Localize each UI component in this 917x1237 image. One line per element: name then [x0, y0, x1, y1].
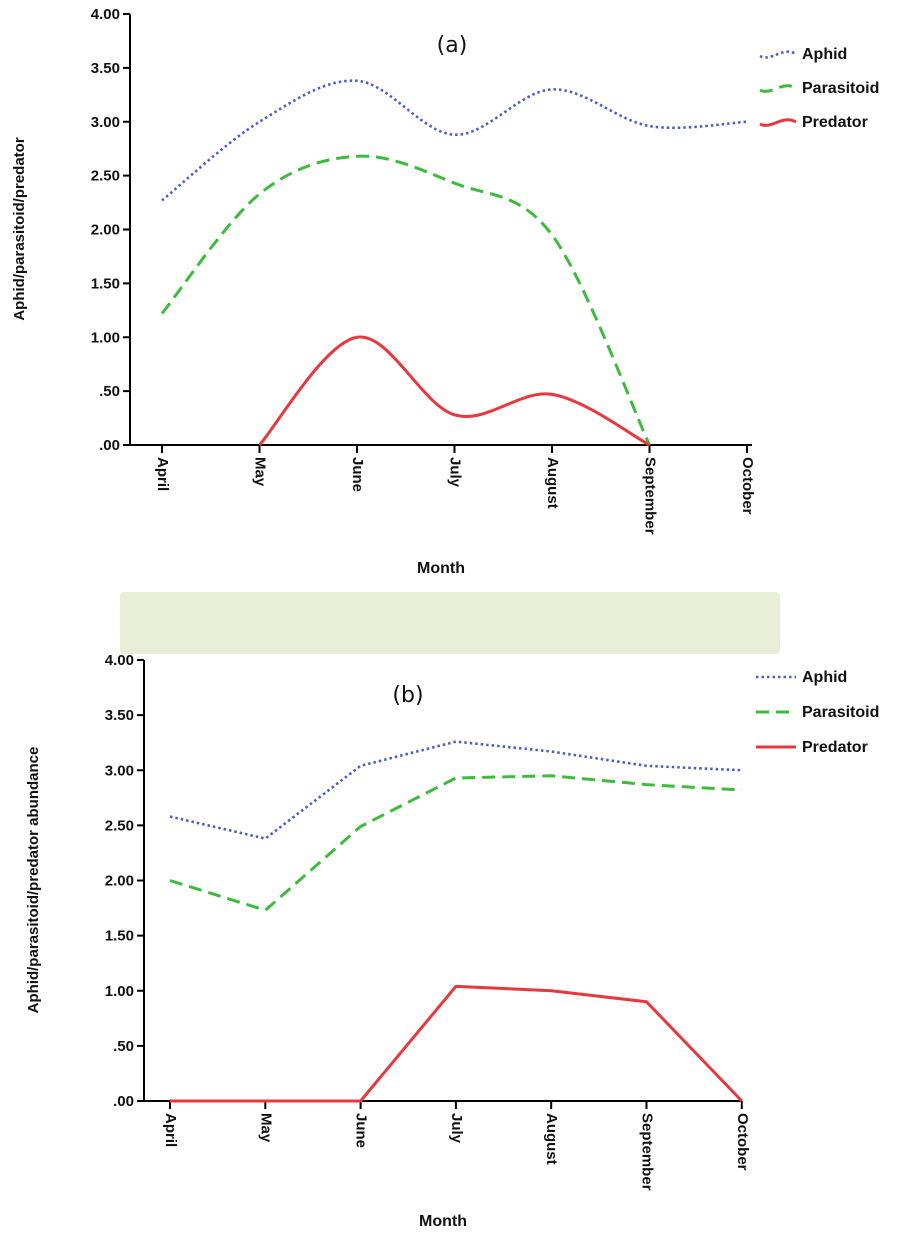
- x-tick-label: September: [642, 457, 659, 535]
- legend-label-parasitoid: Parasitoid: [802, 704, 879, 721]
- y-tick-label: .50: [113, 1038, 134, 1055]
- x-tick-label: October: [734, 1113, 751, 1171]
- x-tick-label: August: [544, 457, 561, 509]
- legend-label-aphid: Aphid: [802, 669, 847, 686]
- x-tick-label: May: [252, 457, 269, 487]
- series-line-parasitoid: [169, 774, 742, 912]
- y-tick-label: 2.50: [105, 817, 134, 834]
- x-axis-label: Month: [419, 1213, 467, 1230]
- y-tick-label: .00: [99, 437, 120, 454]
- legend-label-predator: Predator: [802, 739, 868, 756]
- x-tick-label: April: [154, 457, 171, 491]
- x-tick-label: August: [543, 1113, 560, 1165]
- y-tick-label: 2.00: [91, 222, 120, 239]
- y-tick-label: 3.00: [105, 762, 134, 779]
- x-tick-label: May: [257, 1113, 274, 1143]
- legend-swatch-predator: [759, 118, 797, 127]
- y-tick-label: 3.50: [105, 707, 134, 724]
- y-tick-label: 1.50: [91, 275, 120, 292]
- series-line-aphid: [161, 79, 748, 202]
- x-tick-label: July: [447, 457, 464, 488]
- y-tick-label: 1.00: [91, 329, 120, 346]
- y-tick-label: 1.50: [105, 928, 134, 945]
- y-tick-label: .00: [113, 1093, 134, 1110]
- x-axis-label: Month: [417, 560, 465, 577]
- x-tick-label: April: [162, 1113, 179, 1147]
- y-axis-label: Aphid/parasitoid/predator: [11, 137, 28, 321]
- y-tick-label: 1.00: [105, 983, 134, 1000]
- series-line-predator: [258, 335, 651, 447]
- y-tick-label: 2.00: [105, 873, 134, 890]
- y-tick-label: 4.00: [105, 652, 134, 669]
- panel-label: (b): [392, 683, 423, 708]
- y-axis-label: Aphid/parasitoid/predator abundance: [25, 747, 42, 1014]
- series-line-parasitoid: [160, 154, 651, 446]
- y-tick-label: 2.50: [91, 168, 120, 185]
- x-tick-label: July: [448, 1113, 465, 1144]
- series-line-aphid: [169, 740, 742, 840]
- legend-label-predator: Predator: [802, 114, 868, 131]
- chart-panel-b: .00 .50 1.00 1.50 2.00 2.50 3.00 3.50 4.00 April M…: [25, 652, 879, 1230]
- y-tick-label: 4.00: [91, 6, 120, 23]
- series-line-predator: [170, 984, 743, 1103]
- y-tick-label: .50: [99, 383, 120, 400]
- legend-swatch-parasitoid: [759, 84, 797, 93]
- x-tick-label: September: [639, 1113, 656, 1191]
- panel-label: (a): [437, 33, 468, 58]
- legend-label-aphid: Aphid: [802, 46, 847, 63]
- legend-label-parasitoid: Parasitoid: [802, 80, 879, 97]
- x-tick-label: June: [349, 457, 366, 492]
- x-tick-label: October: [739, 457, 756, 515]
- y-tick-label: 3.00: [91, 114, 120, 131]
- watermark-logo: [120, 592, 780, 654]
- y-tick-label: 3.50: [91, 60, 120, 77]
- x-tick-label: June: [353, 1113, 370, 1148]
- chart-panel-a: .00 .50 1.00 1.50 2.00 2.50 3.00 3.50 4.00 April M…: [11, 6, 879, 577]
- legend-swatch-aphid: [759, 50, 797, 59]
